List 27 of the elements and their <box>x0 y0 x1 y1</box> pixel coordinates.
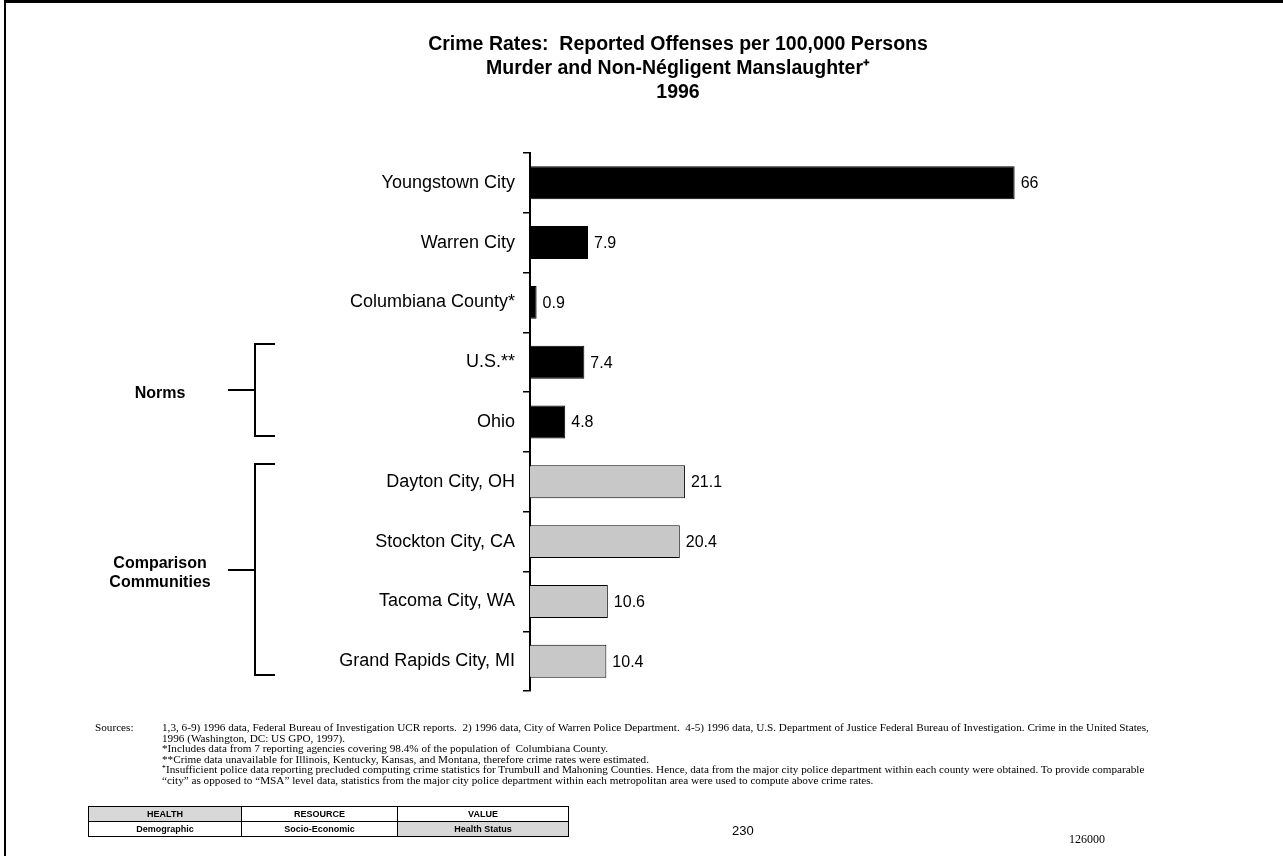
data-label: 7.4 <box>590 353 613 371</box>
source-note: Sources: <box>95 721 134 733</box>
text: Comparison Communities <box>108 552 212 591</box>
data-label: 21.1 <box>690 473 723 491</box>
data-label: 66 <box>1020 174 1039 192</box>
text: 126000 <box>1069 832 1105 847</box>
y-tick-label: Ohio <box>476 410 515 431</box>
y-tick-label: Grand Rapids City, MI <box>339 650 515 671</box>
y-tick-label: Warren City <box>420 231 515 252</box>
y-tick-label: Tacoma City, WA <box>378 590 515 611</box>
y-tick-label: U.S.** <box>465 351 515 372</box>
footer-table: HEALTH RESOURCE VALUE Demographic Socio-Economic Health Status <box>88 806 569 837</box>
text: Norms <box>133 382 187 402</box>
text: 230 <box>732 823 754 838</box>
data-label: 4.8 <box>571 413 594 431</box>
y-tick-label: Columbiana County* <box>349 291 515 312</box>
y-tick-label: Dayton City, OH <box>386 470 515 491</box>
chart-title: Crime Rates: Reported Offenses per 100,000 Persons <box>428 32 928 54</box>
data-label: 10.4 <box>612 652 644 670</box>
y-tick-label: Stockton City, CA <box>375 530 515 551</box>
chart-subtitle: Murder and Non-Négligent Manslaughter⁺ 1996 <box>485 56 870 102</box>
data-label: 10.6 <box>613 592 646 610</box>
data-label: 20.4 <box>685 533 718 551</box>
text: 1,3, 6-9) 1996 data, Federal Bureau of Investigation UCR reports. 2) 1996 data, City of Warren Police Department. 4-5) 1996 data, U.S. Department of Justice Federal Bureau of Investigation. Crime in the United States, 1996 (Washington, DC: US GPO, 1997). <box>162 721 1150 744</box>
data-label: 0.9 <box>542 293 565 311</box>
y-tick-label: Youngstown City <box>381 171 515 192</box>
data-label: 7.9 <box>594 233 617 251</box>
